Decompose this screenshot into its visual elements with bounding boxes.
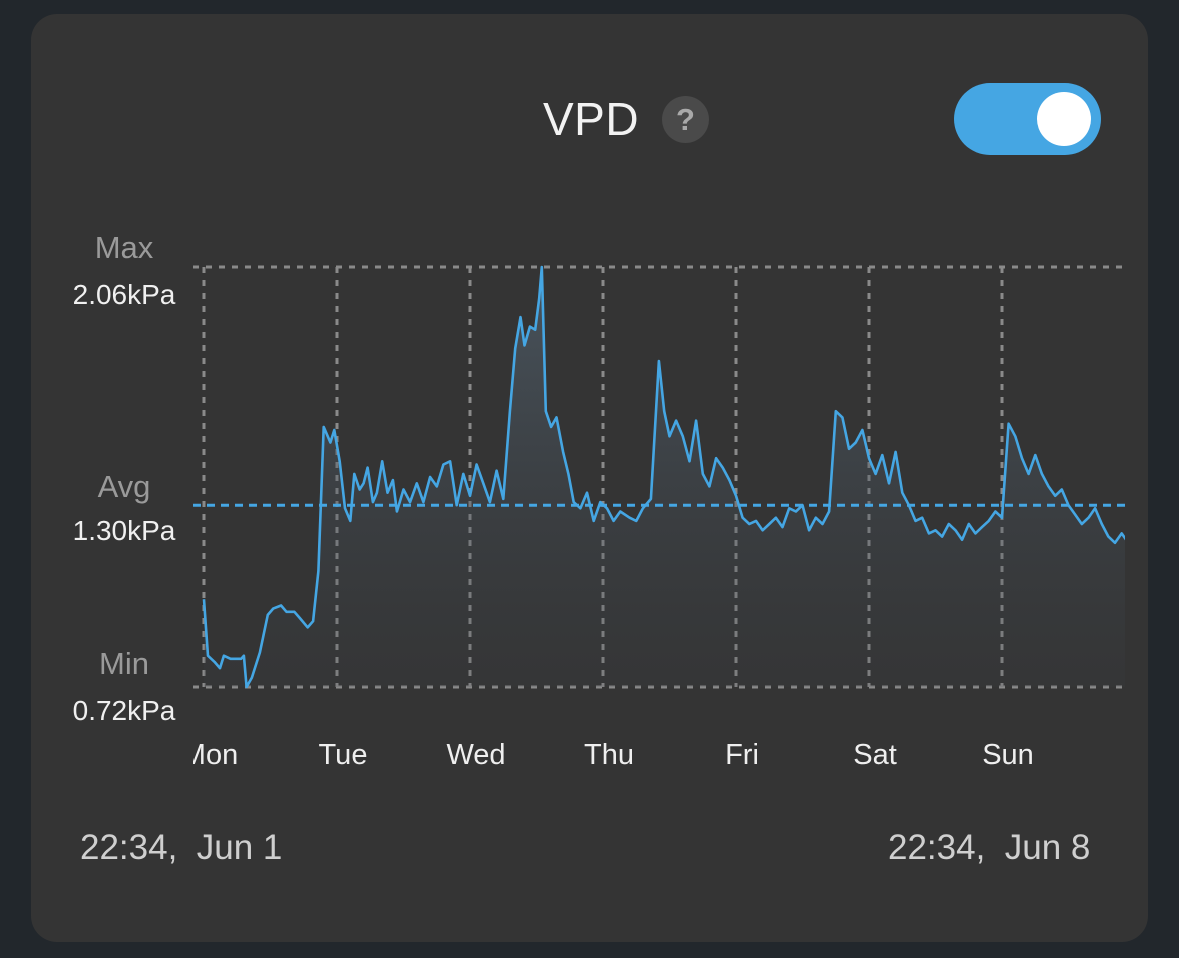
help-icon[interactable]: ? [662, 96, 709, 143]
series-line [202, 265, 1125, 689]
range-start: 22:34, Jun 1 [80, 828, 283, 867]
max-value: 2.06kPa [72, 279, 176, 310]
max-caption: Max [94, 230, 154, 265]
range-end: 22:34, Jun 8 [888, 828, 1091, 867]
x-tick-label-sun: Sun [982, 739, 1034, 771]
series-area [204, 267, 1125, 687]
card-title: VPD [543, 93, 640, 145]
min-caption: Min [99, 646, 149, 681]
x-tick-label-thu: Thu [584, 739, 634, 771]
x-tick-label-tue: Tue [318, 739, 368, 771]
x-tick-label-mon: Mon [193, 739, 239, 771]
min-value: 0.72kPa [72, 695, 176, 726]
x-axis-labels: Mon Tue Wed Thu Fri Sat Sun [193, 735, 1125, 779]
vpd-toggle[interactable] [954, 83, 1101, 155]
toggle-knob [1037, 92, 1091, 146]
x-tick-label-fri: Fri [725, 739, 759, 771]
x-tick-label-wed: Wed [446, 739, 506, 771]
avg-value: 1.30kPa [72, 515, 176, 546]
x-tick-label-sat: Sat [853, 739, 897, 771]
vpd-card [31, 14, 1148, 942]
avg-caption: Avg [97, 469, 151, 504]
